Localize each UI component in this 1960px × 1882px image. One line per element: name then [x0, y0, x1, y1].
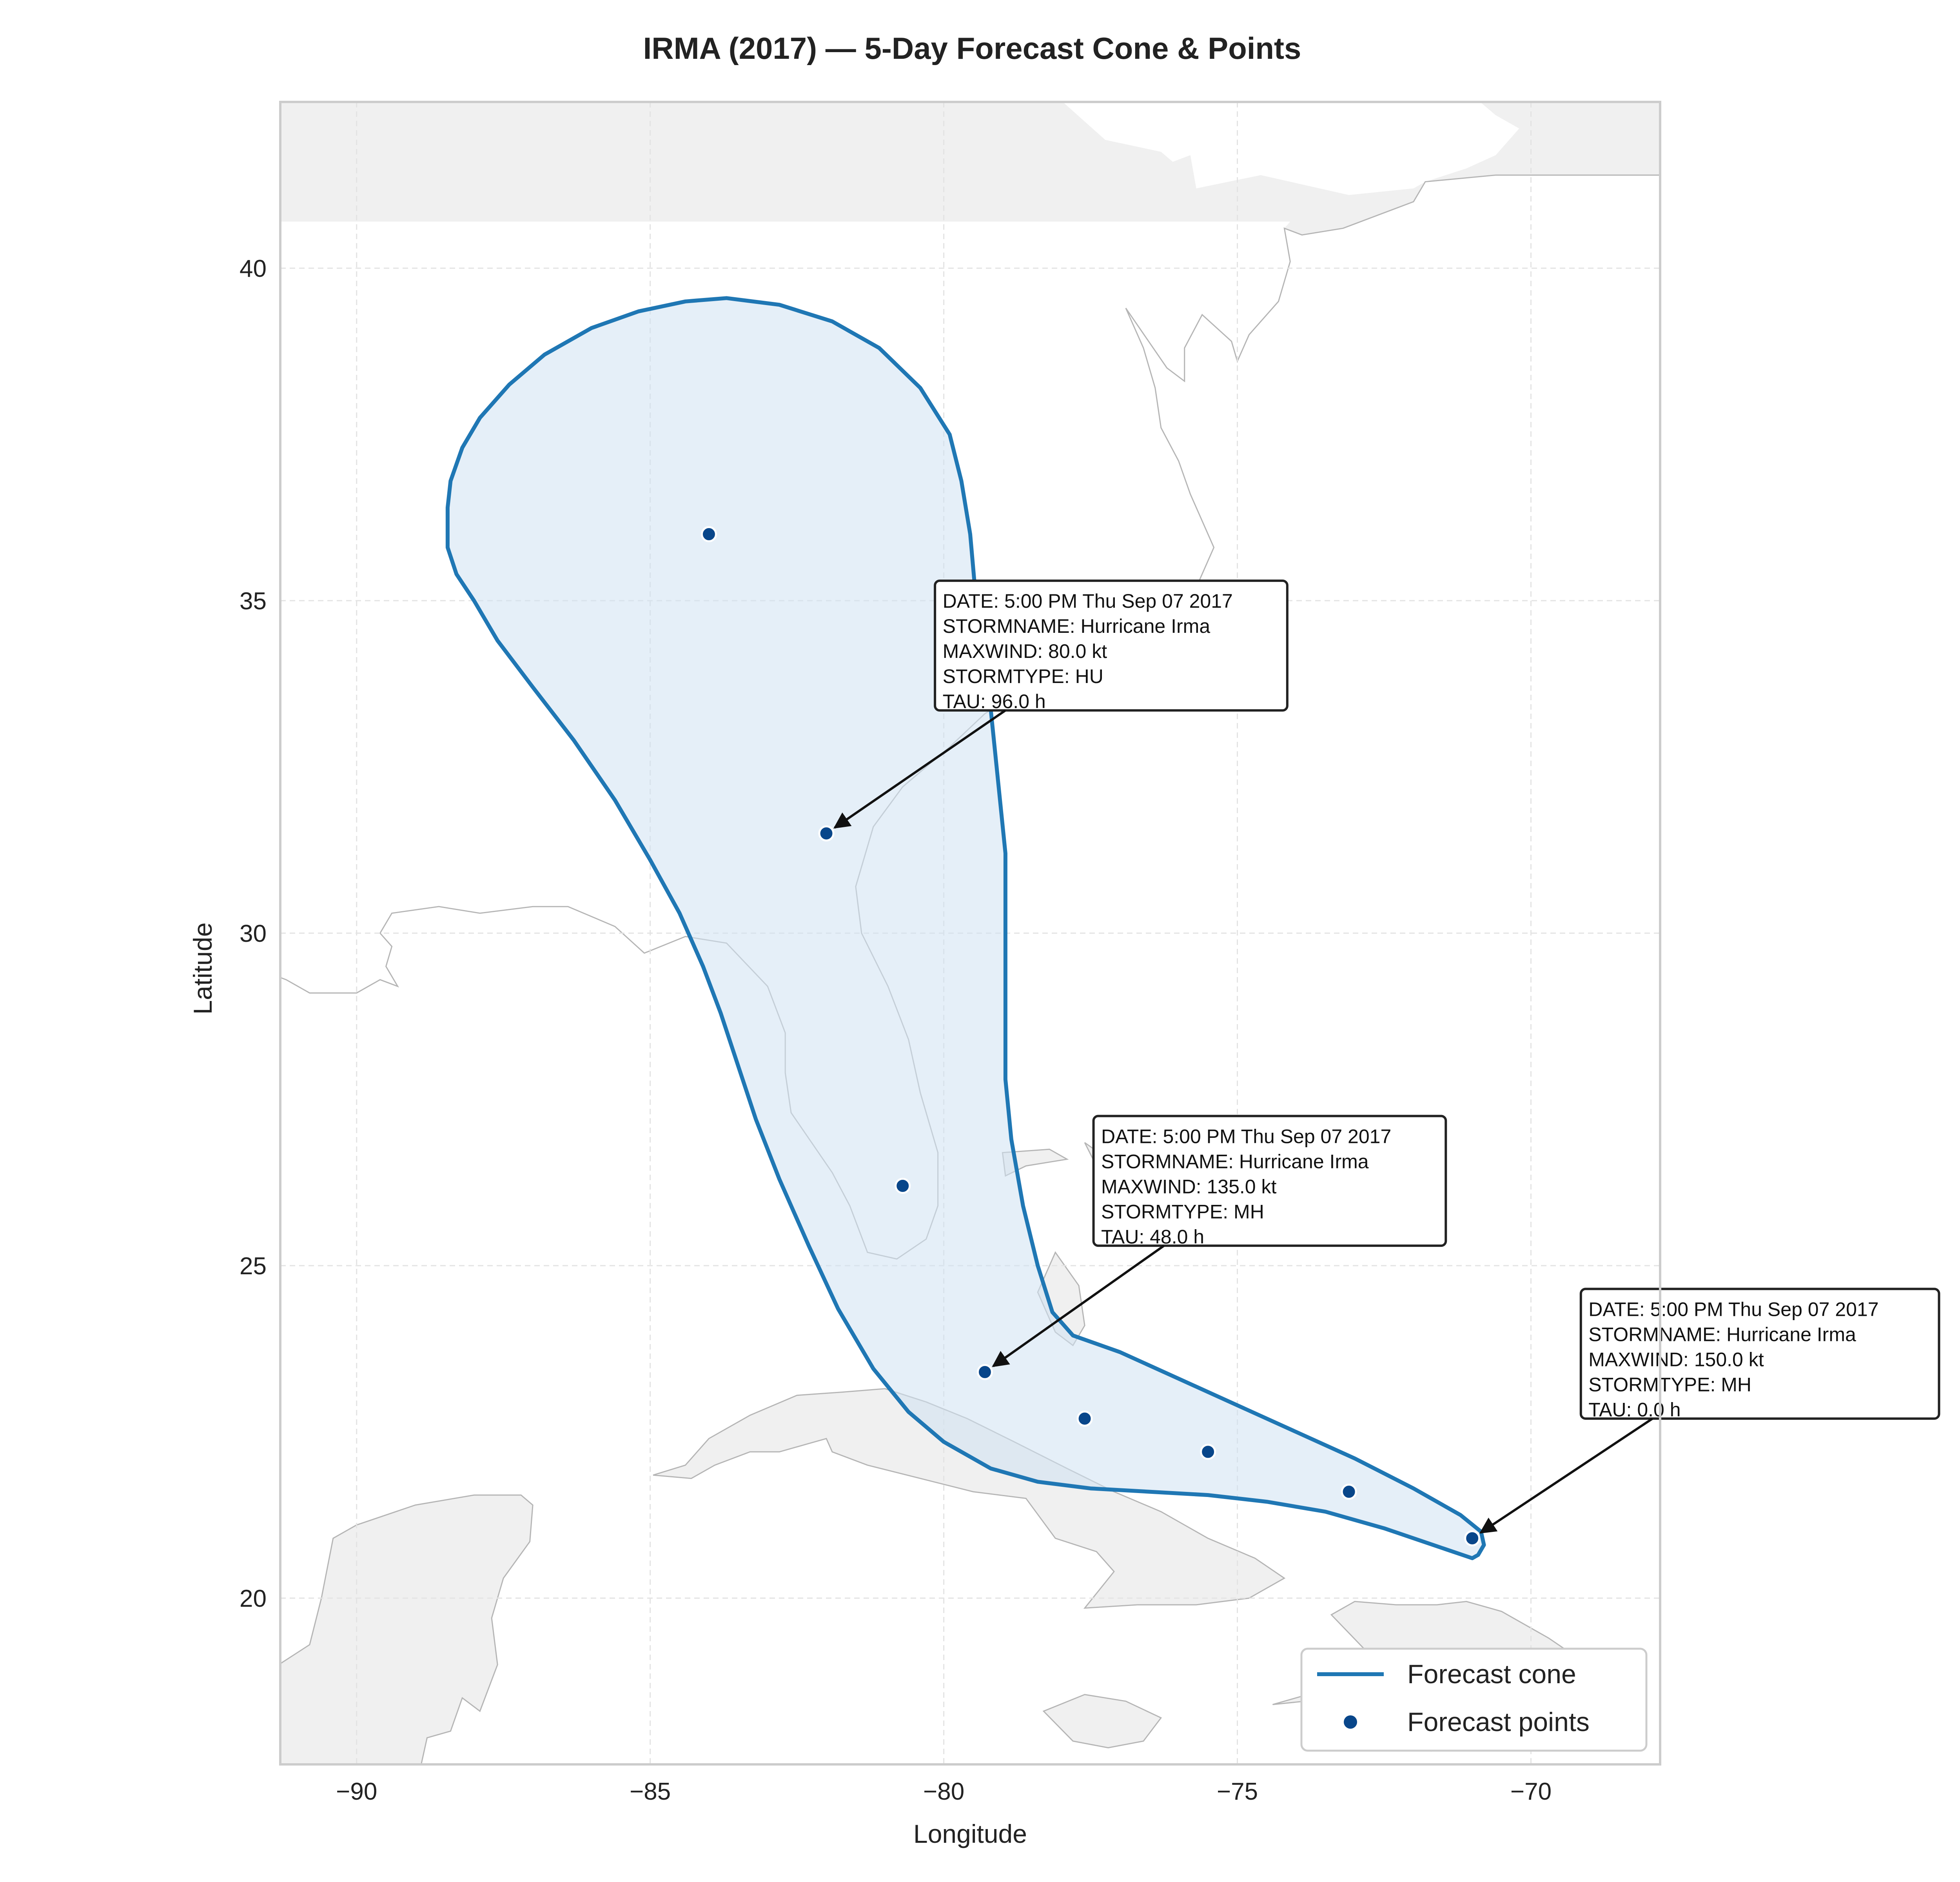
plot-frame — [279, 101, 1661, 1766]
legend-cone-label: Forecast cone — [1407, 1659, 1576, 1689]
annotation-line: TAU: 96.0 h — [943, 690, 1046, 712]
annotation-box — [1092, 1115, 1447, 1247]
legend-point-label: Forecast points — [1407, 1707, 1590, 1737]
annotation-line: TAU: 0.0 h — [1588, 1399, 1681, 1421]
legend-point-swatch — [1344, 1715, 1357, 1729]
annotation-line: STORMNAME: Hurricane Irma — [1101, 1150, 1369, 1172]
annotation-line: DATE: 5:00 PM Thu Sep 07 2017 — [943, 590, 1233, 612]
annotation-line: STORMTYPE: HU — [943, 665, 1103, 687]
annotation-arrow — [833, 709, 1006, 829]
x-tick-label: −75 — [1217, 1778, 1258, 1805]
y-tick-label: 35 — [240, 588, 267, 615]
annotation-layer: DATE: 5:00 PM Thu Sep 07 2017 STORMNAME: … — [833, 579, 1940, 1534]
forecast-point-3 — [1076, 1410, 1093, 1427]
annotation-1: DATE: 5:00 PM Thu Sep 07 2017 STORMNAME: … — [992, 1115, 1447, 1367]
forecast-point-6 — [818, 825, 835, 842]
x-tick-label: −85 — [630, 1778, 671, 1805]
annotation-line: STORMTYPE: MH — [1101, 1201, 1264, 1223]
annotation-line: STORMNAME: Hurricane Irma — [943, 615, 1210, 637]
legend-box — [1300, 1648, 1648, 1752]
chart-title: IRMA (2017) — 5-Day Forecast Cone & Poin… — [643, 31, 1301, 65]
y-axis-label: Latitude — [188, 923, 217, 1015]
annotation-line: DATE: 5:00 PM Thu Sep 07 2017 — [1101, 1125, 1391, 1147]
forecast-point-7 — [701, 526, 717, 542]
x-tick-label: −70 — [1510, 1778, 1552, 1805]
land-yucatan — [280, 1494, 534, 1764]
annotation-line: MAXWIND: 80.0 kt — [943, 640, 1107, 662]
annotation-0: DATE: 5:00 PM Thu Sep 07 2017 STORMNAME: … — [1479, 1288, 1940, 1534]
annotation-arrow — [1479, 1417, 1653, 1534]
annotation-line: DATE: 5:00 PM Thu Sep 07 2017 — [1588, 1298, 1878, 1320]
annotation-box — [1579, 1288, 1940, 1420]
annotation-arrow — [992, 1244, 1165, 1367]
forecast-cone — [445, 296, 1486, 1560]
land-jamaica — [1042, 1694, 1162, 1749]
annotation-line: STORMTYPE: MH — [1588, 1373, 1751, 1395]
annotation-box — [934, 579, 1289, 712]
legend: Forecast cone Forecast points — [1300, 1648, 1648, 1752]
forecast-point-4 — [976, 1364, 993, 1380]
x-tick-label: −80 — [923, 1778, 964, 1805]
y-tick-label: 25 — [240, 1253, 267, 1280]
forecast-points-layer — [701, 526, 1481, 1546]
annotation-line: TAU: 48.0 h — [1101, 1226, 1204, 1248]
annotation-line: STORMNAME: Hurricane Irma — [1588, 1323, 1856, 1345]
forecast-point-5 — [895, 1177, 911, 1194]
y-tick-label: 20 — [240, 1585, 267, 1612]
forecast-cone-layer — [445, 296, 1486, 1560]
forecast-point-2 — [1200, 1444, 1216, 1460]
annotation-line: MAXWIND: 150.0 kt — [1588, 1348, 1764, 1370]
forecast-point-1 — [1341, 1484, 1357, 1500]
y-tick-labels: 20 25 30 35 40 — [240, 255, 267, 1612]
forecast-point-0 — [1464, 1530, 1481, 1546]
x-tick-labels: −90 −85 −80 −75 −70 — [336, 1778, 1552, 1805]
x-tick-label: −90 — [336, 1778, 377, 1805]
land-cuba — [653, 1388, 1286, 1609]
y-tick-label: 40 — [240, 255, 267, 282]
annotation-line: MAXWIND: 135.0 kt — [1101, 1175, 1276, 1197]
annotation-2: DATE: 5:00 PM Thu Sep 07 2017 STORMNAME: … — [833, 579, 1289, 829]
x-axis-label: Longitude — [913, 1819, 1027, 1848]
y-tick-label: 30 — [240, 920, 267, 947]
